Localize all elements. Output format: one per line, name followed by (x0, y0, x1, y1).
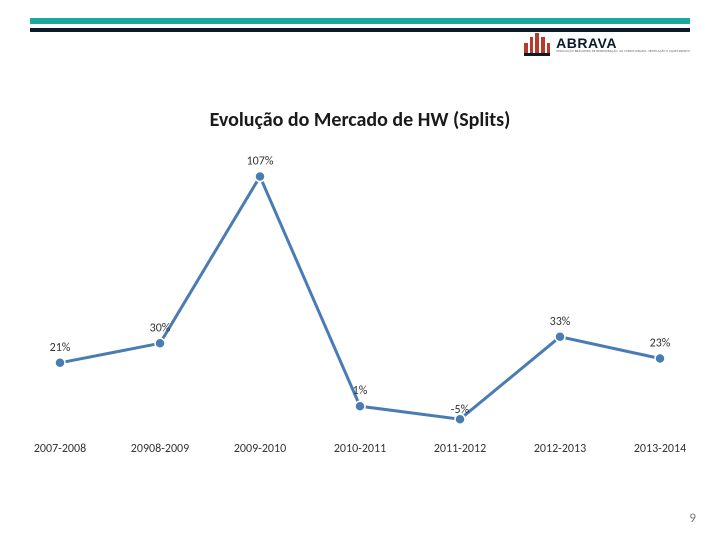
top-rule (30, 18, 690, 32)
axis-label: 20908-2009 (131, 442, 189, 456)
axis-label: 2009-2010 (234, 442, 286, 456)
chart-marker (355, 401, 365, 411)
axis-label: 2011-2012 (434, 442, 486, 456)
chart-line (60, 177, 660, 420)
logo: ABRAVA ASSOCIAÇÃO BRASILEIRA DE REFRIGER… (524, 32, 690, 56)
slide-root: ABRAVA ASSOCIAÇÃO BRASILEIRA DE REFRIGER… (0, 0, 720, 540)
data-label: 33% (550, 315, 571, 329)
chart-marker (155, 338, 165, 348)
axis-label: 2007-2008 (34, 442, 86, 456)
chart-marker (655, 354, 665, 364)
chart-title: Evolução do Mercado de HW (Splits) (0, 108, 720, 132)
data-label: -5% (451, 403, 470, 417)
axis-label: 2012-2013 (534, 442, 586, 456)
data-label: 1% (353, 384, 368, 398)
axis-label: 2010-2011 (334, 442, 386, 456)
page-number: 9 (689, 511, 696, 526)
data-label: 107% (247, 155, 274, 169)
axis-label: 2013-2014 (634, 442, 686, 456)
logo-text: ABRAVA ASSOCIAÇÃO BRASILEIRA DE REFRIGER… (556, 36, 690, 53)
chart-marker (255, 172, 265, 182)
line-chart: 21%30%107%1%-5%33%23%2007-200820908-2009… (40, 160, 680, 460)
top-rule-teal (30, 18, 690, 24)
data-label: 30% (150, 321, 171, 335)
data-label: 21% (50, 341, 71, 355)
logo-subtitle: ASSOCIAÇÃO BRASILEIRA DE REFRIGERAÇÃO, A… (556, 50, 690, 53)
logo-icon (524, 32, 550, 56)
logo-name: ABRAVA (556, 36, 690, 50)
data-label: 23% (650, 337, 671, 351)
chart-marker (55, 358, 65, 368)
chart-marker (555, 332, 565, 342)
chart-svg: 21%30%107%1%-5%33%23%2007-200820908-2009… (40, 160, 680, 460)
